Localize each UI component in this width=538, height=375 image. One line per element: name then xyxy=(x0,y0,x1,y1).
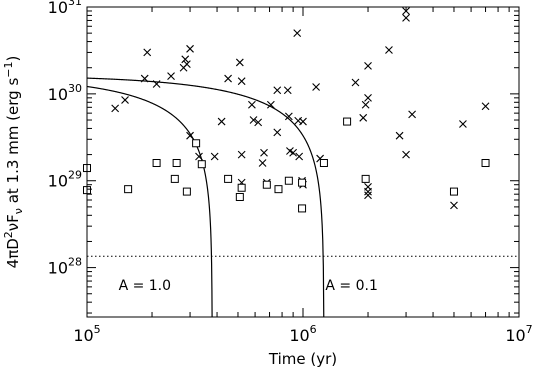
cross-point xyxy=(260,148,268,157)
cross-point xyxy=(195,152,203,161)
square-point xyxy=(224,174,233,183)
cross-point xyxy=(237,77,246,86)
cross-point xyxy=(217,117,226,126)
cross-point xyxy=(266,100,275,109)
cross-point xyxy=(364,191,372,200)
cross-point xyxy=(402,13,410,22)
decay-curve-2 xyxy=(87,77,325,317)
cross-point xyxy=(361,100,370,109)
square-point xyxy=(319,159,328,168)
cross-point xyxy=(186,131,194,140)
cross-point xyxy=(224,74,232,83)
cross-point xyxy=(182,60,191,69)
square-point xyxy=(197,160,206,169)
cross-point xyxy=(186,44,194,53)
cross-point xyxy=(364,187,372,196)
cross-point xyxy=(299,117,307,126)
cross-point xyxy=(140,74,149,83)
cross-point xyxy=(143,48,152,57)
curve-annotation: A = 0.1 xyxy=(325,278,377,294)
square-point xyxy=(124,185,133,194)
cross-point xyxy=(295,152,304,161)
x-tick-label: 105 xyxy=(73,323,100,345)
cross-point xyxy=(248,100,256,109)
square-point xyxy=(274,185,283,194)
square-point xyxy=(298,204,307,213)
square-point xyxy=(235,192,244,201)
cross-point xyxy=(273,128,282,137)
cross-point xyxy=(312,83,320,91)
cross-point xyxy=(364,93,372,102)
plot-frame xyxy=(86,6,520,318)
y-tick-label: 1030 xyxy=(48,82,82,104)
cross-point xyxy=(258,159,267,167)
y-tick-label: 1029 xyxy=(48,169,82,191)
cross-point xyxy=(289,148,298,157)
cross-point xyxy=(283,86,292,95)
square-point xyxy=(262,180,271,189)
cross-point xyxy=(395,131,404,140)
cross-point xyxy=(254,118,263,127)
square-point xyxy=(449,187,458,196)
decay-curve-1 xyxy=(87,85,213,317)
cross-point xyxy=(351,78,360,87)
cross-point xyxy=(249,116,258,124)
cross-point xyxy=(385,46,393,54)
x-tick-label: 106 xyxy=(289,323,316,345)
y-axis-title: 4πD2νFν at 1.3 mm (erg s−1) xyxy=(2,56,25,269)
cross-point xyxy=(181,55,190,64)
cross-point xyxy=(293,29,302,38)
cross-point xyxy=(284,112,293,121)
curve-annotation: A = 1.0 xyxy=(119,278,171,294)
y-tick-label: 1028 xyxy=(48,256,82,278)
square-point xyxy=(192,139,201,148)
square-point xyxy=(172,159,181,168)
cross-point xyxy=(111,104,120,113)
y-tick-label: 1031 xyxy=(48,0,82,17)
cross-point xyxy=(402,150,410,159)
square-point xyxy=(284,176,293,185)
square-point xyxy=(170,174,179,183)
x-tick-label: 107 xyxy=(505,323,532,345)
square-point xyxy=(237,183,246,192)
square-point xyxy=(361,174,370,183)
square-point xyxy=(481,159,490,168)
cross-point xyxy=(121,96,129,104)
square-point xyxy=(298,178,307,187)
square-point xyxy=(182,187,191,196)
cross-point xyxy=(273,86,282,95)
cross-point xyxy=(364,61,372,70)
square-point xyxy=(343,117,352,126)
cross-point xyxy=(481,102,490,111)
cross-point xyxy=(359,113,368,122)
cross-point xyxy=(450,201,458,210)
square-point xyxy=(152,159,161,168)
x-axis-title: Time (yr) xyxy=(268,350,337,368)
cross-point xyxy=(152,80,161,88)
cross-point xyxy=(167,72,175,81)
cross-point xyxy=(210,152,219,161)
cross-point xyxy=(459,120,467,128)
cross-point xyxy=(237,150,246,159)
cross-point xyxy=(235,58,244,67)
cross-point xyxy=(408,110,417,119)
